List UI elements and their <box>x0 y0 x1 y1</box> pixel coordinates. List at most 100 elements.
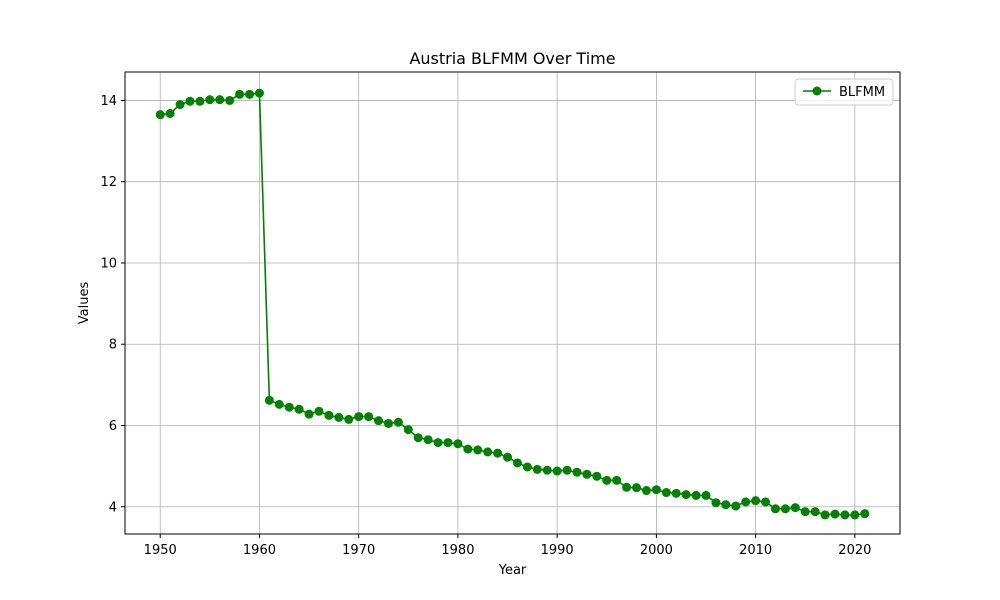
x-axis-title: Year <box>498 563 527 578</box>
data-point <box>532 464 542 474</box>
legend-box <box>794 78 894 106</box>
data-point <box>860 509 870 519</box>
data-point <box>294 404 304 414</box>
x-tick-label: 1960 <box>243 543 276 558</box>
data-point <box>344 414 354 424</box>
data-point <box>483 447 493 457</box>
data-point <box>562 465 572 475</box>
y-tick-label: 14 <box>100 94 117 109</box>
plot-frame <box>124 71 901 535</box>
data-point <box>731 501 741 511</box>
y-tick-label: 10 <box>100 256 117 271</box>
x-tick-label: 2020 <box>838 543 871 558</box>
data-point <box>393 417 403 427</box>
data-point <box>840 510 850 520</box>
y-axis-title: Values <box>77 282 92 325</box>
x-tick-label: 1980 <box>441 543 474 558</box>
data-point <box>165 108 175 118</box>
data-point <box>741 497 751 507</box>
data-point <box>780 504 790 514</box>
data-point <box>304 409 314 419</box>
data-point <box>651 485 661 495</box>
x-tick-label: 1950 <box>144 543 177 558</box>
plot-area <box>125 72 900 534</box>
data-point <box>671 488 681 498</box>
data-point <box>602 475 612 485</box>
grid <box>125 72 900 534</box>
data-point <box>185 96 195 106</box>
data-point <box>582 469 592 479</box>
data-point <box>711 498 721 508</box>
data-point <box>612 475 622 485</box>
data-point <box>423 435 433 445</box>
data-point <box>374 416 384 426</box>
data-point <box>830 509 840 519</box>
data-point <box>175 100 185 110</box>
data-point <box>235 89 245 99</box>
data-point <box>215 95 225 105</box>
data-point <box>205 95 215 105</box>
data-point <box>572 467 582 477</box>
data-point <box>751 496 761 506</box>
data-point <box>254 88 264 98</box>
data-point <box>542 465 552 475</box>
data-point <box>245 89 255 99</box>
y-tick-label: 12 <box>100 175 117 190</box>
legend: BLFMM <box>794 78 894 106</box>
data-point <box>661 488 671 498</box>
data-point <box>354 412 364 422</box>
x-tick-label: 1970 <box>342 543 375 558</box>
data-point <box>503 452 513 462</box>
x-tick-label: 2010 <box>739 543 772 558</box>
data-point <box>463 444 473 454</box>
data-point <box>195 96 205 106</box>
data-point <box>622 482 632 492</box>
data-point <box>443 438 453 448</box>
y-tick-label: 8 <box>109 338 117 353</box>
data-point <box>403 425 413 435</box>
data-point <box>820 510 830 520</box>
data-point <box>701 490 711 500</box>
data-point <box>155 110 165 120</box>
data-point <box>274 399 284 409</box>
data-point <box>284 402 294 412</box>
ticks: 1950 1960 1970 1980 1990 2000 2010 2020 4 6 8 10 12 1… <box>100 94 871 558</box>
x-tick-label: 1990 <box>541 543 574 558</box>
y-tick-label: 6 <box>109 419 117 434</box>
data-point <box>592 471 602 481</box>
data-point <box>493 448 503 458</box>
data-point <box>721 500 731 510</box>
data-point <box>512 458 522 468</box>
data-point <box>770 504 780 514</box>
data-point <box>314 406 324 416</box>
data-point <box>334 412 344 422</box>
data-point <box>433 438 443 448</box>
legend-marker-swatch <box>812 86 822 96</box>
legend-label: BLFMM <box>839 85 885 100</box>
data-point <box>810 507 820 517</box>
data-point <box>681 490 691 500</box>
data-point <box>225 95 235 105</box>
data-point <box>632 483 642 493</box>
data-point <box>552 466 562 476</box>
data-point <box>691 490 701 500</box>
data-point <box>473 445 483 455</box>
data-point <box>324 410 334 420</box>
x-tick-label: 2000 <box>640 543 673 558</box>
series-layer <box>155 88 870 520</box>
data-point <box>761 497 771 507</box>
data-point <box>790 503 800 513</box>
data-point <box>850 510 860 520</box>
data-point <box>522 462 532 472</box>
data-point <box>383 418 393 428</box>
data-point <box>800 507 810 517</box>
data-point <box>413 433 423 443</box>
data-point <box>641 486 651 496</box>
data-point <box>453 439 463 449</box>
data-point <box>364 412 374 422</box>
data-point <box>264 395 274 405</box>
chart-title: Austria BLFMM Over Time <box>409 49 615 68</box>
y-tick-label: 4 <box>109 500 117 515</box>
